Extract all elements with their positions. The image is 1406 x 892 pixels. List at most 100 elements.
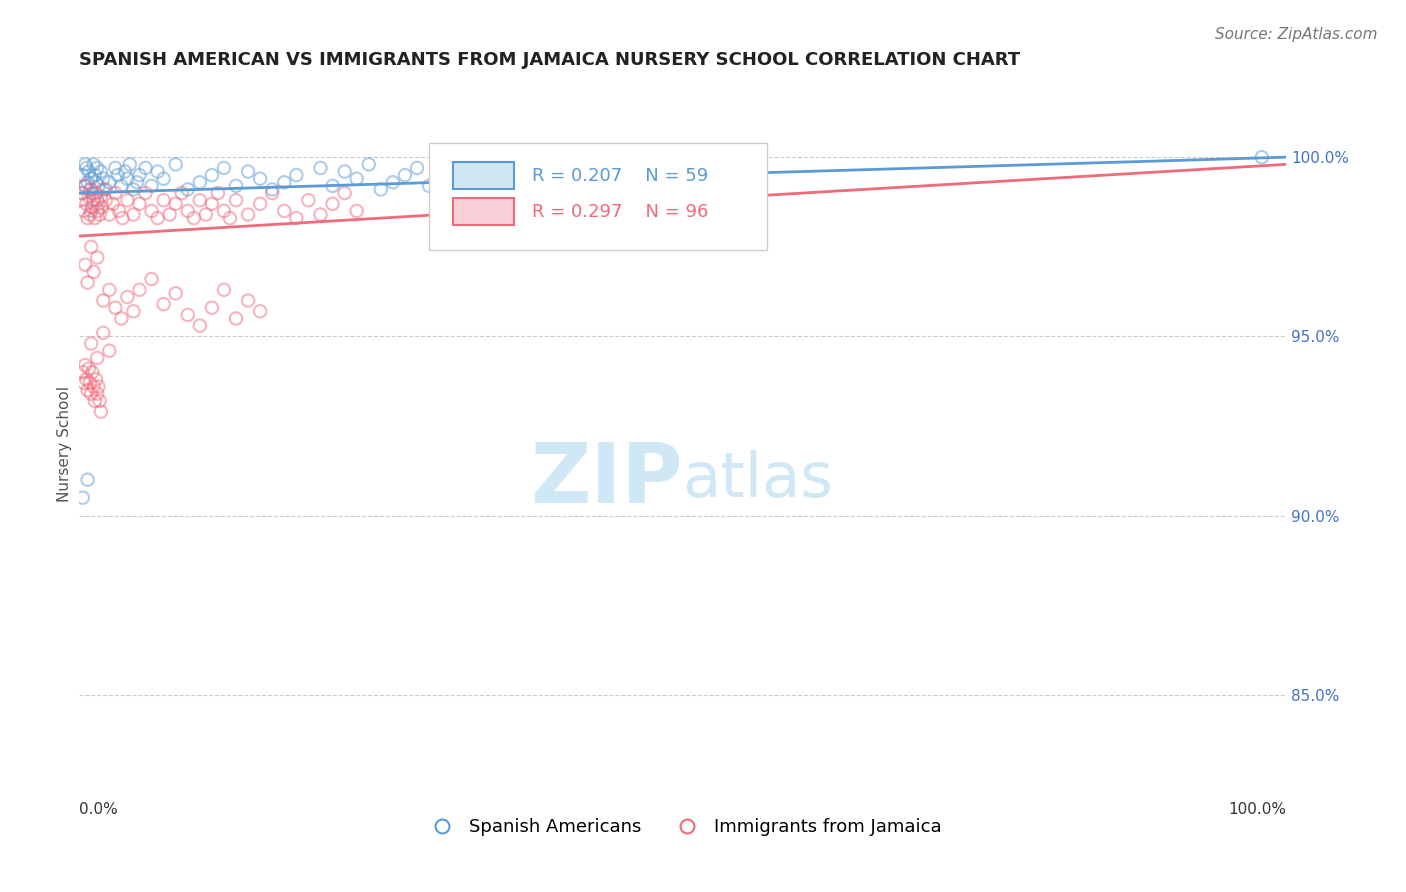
Point <box>333 186 356 200</box>
Point <box>98 343 121 358</box>
Point <box>76 473 98 487</box>
Point <box>80 336 103 351</box>
Point <box>87 178 110 193</box>
Point <box>72 186 94 200</box>
Point <box>82 200 104 214</box>
Point <box>98 283 121 297</box>
Point <box>333 164 356 178</box>
Point <box>309 161 332 175</box>
Point <box>89 393 111 408</box>
Point <box>76 211 98 226</box>
Point <box>80 203 103 218</box>
Point <box>128 283 150 297</box>
Point <box>70 193 93 207</box>
Point <box>273 203 295 218</box>
Point <box>79 182 101 196</box>
Point <box>249 304 271 318</box>
Point <box>75 358 97 372</box>
Point <box>146 211 169 226</box>
Point <box>76 175 98 189</box>
Point <box>91 326 114 340</box>
Point <box>322 178 344 193</box>
Point <box>394 168 416 182</box>
Point <box>75 178 97 193</box>
Point <box>87 196 110 211</box>
Point <box>152 193 174 207</box>
Point <box>212 161 235 175</box>
Text: R = 0.297    N = 96: R = 0.297 N = 96 <box>531 202 709 220</box>
Point <box>128 168 150 182</box>
Point <box>188 318 211 333</box>
Point <box>236 208 259 222</box>
Point <box>125 175 148 189</box>
Point <box>83 211 105 226</box>
Point <box>111 211 134 226</box>
Point <box>91 171 114 186</box>
Point <box>262 182 284 196</box>
Point <box>91 200 114 214</box>
Point <box>83 193 105 207</box>
Point <box>177 182 200 196</box>
Text: Source: ZipAtlas.com: Source: ZipAtlas.com <box>1215 27 1378 42</box>
Point <box>110 178 132 193</box>
Point <box>79 208 101 222</box>
Point <box>297 193 319 207</box>
Y-axis label: Nursery School: Nursery School <box>58 386 72 502</box>
Point <box>159 208 181 222</box>
Text: R = 0.207    N = 59: R = 0.207 N = 59 <box>531 167 709 185</box>
Point <box>1250 150 1272 164</box>
Point <box>117 193 139 207</box>
Point <box>80 182 103 196</box>
Point <box>128 196 150 211</box>
Point <box>370 182 392 196</box>
Point <box>98 208 121 222</box>
Point <box>152 171 174 186</box>
Point <box>249 171 271 186</box>
Point <box>79 376 101 390</box>
Point <box>141 272 163 286</box>
Point <box>141 178 163 193</box>
Point <box>249 196 271 211</box>
Point <box>91 293 114 308</box>
Point <box>225 311 247 326</box>
Point <box>170 186 193 200</box>
Point <box>77 189 100 203</box>
Point <box>152 297 174 311</box>
Point <box>80 171 103 186</box>
Text: SPANISH AMERICAN VS IMMIGRANTS FROM JAMAICA NURSERY SCHOOL CORRELATION CHART: SPANISH AMERICAN VS IMMIGRANTS FROM JAMA… <box>79 51 1021 69</box>
Text: 100.0%: 100.0% <box>1227 802 1286 817</box>
Text: ZIP: ZIP <box>530 439 682 520</box>
Point <box>101 196 124 211</box>
Point <box>177 308 200 322</box>
Point <box>86 251 108 265</box>
Point <box>87 379 110 393</box>
Point <box>90 189 112 203</box>
Point <box>75 372 97 386</box>
Point <box>72 491 94 505</box>
Point <box>201 168 224 182</box>
Point <box>219 211 242 226</box>
Point <box>262 186 284 200</box>
Point <box>86 351 108 365</box>
Point <box>72 168 94 182</box>
Point <box>406 161 429 175</box>
Point <box>122 182 145 196</box>
Point <box>89 208 111 222</box>
Point <box>188 175 211 189</box>
Point <box>285 168 308 182</box>
Point <box>76 276 98 290</box>
Point <box>83 265 105 279</box>
FancyBboxPatch shape <box>429 143 768 251</box>
Point <box>201 301 224 315</box>
Point <box>83 157 105 171</box>
Point <box>104 161 127 175</box>
Point <box>108 203 131 218</box>
Point <box>80 386 103 401</box>
FancyBboxPatch shape <box>453 198 513 226</box>
Point <box>165 196 187 211</box>
Point <box>83 393 105 408</box>
Point <box>75 161 97 175</box>
Point <box>82 186 104 200</box>
Point <box>84 186 107 200</box>
Point <box>86 193 108 207</box>
